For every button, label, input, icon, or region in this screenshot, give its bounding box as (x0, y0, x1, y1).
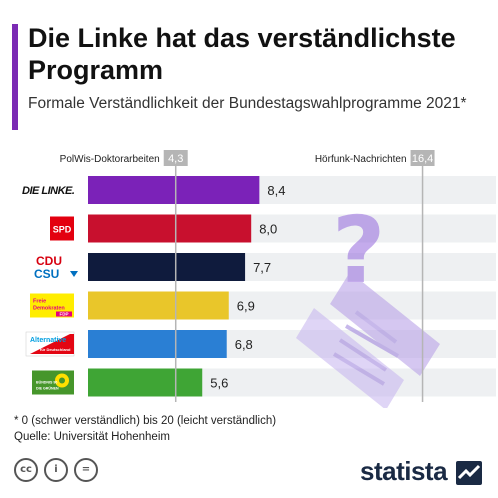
bar (88, 253, 246, 281)
party-logo-spd-box (50, 216, 74, 241)
bar (88, 330, 227, 358)
afd-red-arrow (30, 334, 74, 354)
party-logo-afd-line1: Alternative (30, 337, 66, 344)
bar-chart: ? 8,4 8,0 7,7 6,9 6,8 5,6 4,3 PolWis-Doktorarbei… (22, 150, 496, 408)
cc-icon: cc (14, 458, 38, 482)
party-logo-afd-line2: für Deutschland (40, 347, 71, 352)
reference-label: Hörfunk-Nachrichten (315, 154, 407, 165)
source-note: Quelle: Universität Hohenheim (14, 431, 170, 443)
reference-value-badge (163, 150, 188, 166)
title-accent-bar (12, 24, 18, 130)
statista-logo: statista (360, 456, 448, 486)
footnote: * 0 (schwer verständlich) bis 20 (leicht… (14, 415, 277, 427)
party-logo-fdp-line3: FDP (60, 312, 69, 317)
party-logo-fdp-line1: Freie (33, 299, 46, 305)
party-logo-gruene-line2: DIE GRÜNEN (36, 386, 59, 391)
svg-text:?: ? (332, 197, 385, 304)
fdp-tag (56, 311, 72, 317)
chart-title: Die Linke hat das verständlichste Progra… (28, 23, 456, 85)
no-derivatives-icon: = (74, 458, 98, 482)
reference-value-badge (410, 150, 435, 166)
bar (88, 291, 229, 320)
party-logo-fdp-line2: Demokraten (33, 306, 65, 312)
csu-lion-icon (70, 271, 78, 277)
bar (88, 176, 260, 204)
statista-mark-icon (456, 461, 482, 485)
value-label: 6,9 (237, 299, 255, 314)
reference-label: PolWis-Doktorarbeiten (60, 154, 160, 165)
party-logo-gruene-line1: BÜNDNIS 90 (36, 380, 57, 385)
reference-value: 4,3 (168, 153, 183, 165)
question-document-icon: ? (296, 197, 440, 408)
value-label: 8,0 (259, 222, 277, 237)
chart-subtitle: Formale Verständlichkeit der Bundestagsw… (28, 95, 467, 112)
bar (88, 214, 252, 243)
party-logo-spd: SPD (53, 225, 72, 235)
party-logo-csu: CSU (34, 267, 59, 281)
party-logo-linke: DIE LINKE. (22, 185, 75, 197)
value-label: 7,7 (253, 260, 271, 275)
value-label: 6,8 (235, 337, 253, 352)
attribution-icon: i (44, 458, 68, 482)
party-logo-cdu: CDU (36, 254, 62, 268)
reference-value: 16,4 (412, 153, 433, 165)
value-label: 8,4 (267, 183, 285, 198)
bar (88, 368, 203, 397)
value-label: 5,6 (210, 376, 228, 391)
